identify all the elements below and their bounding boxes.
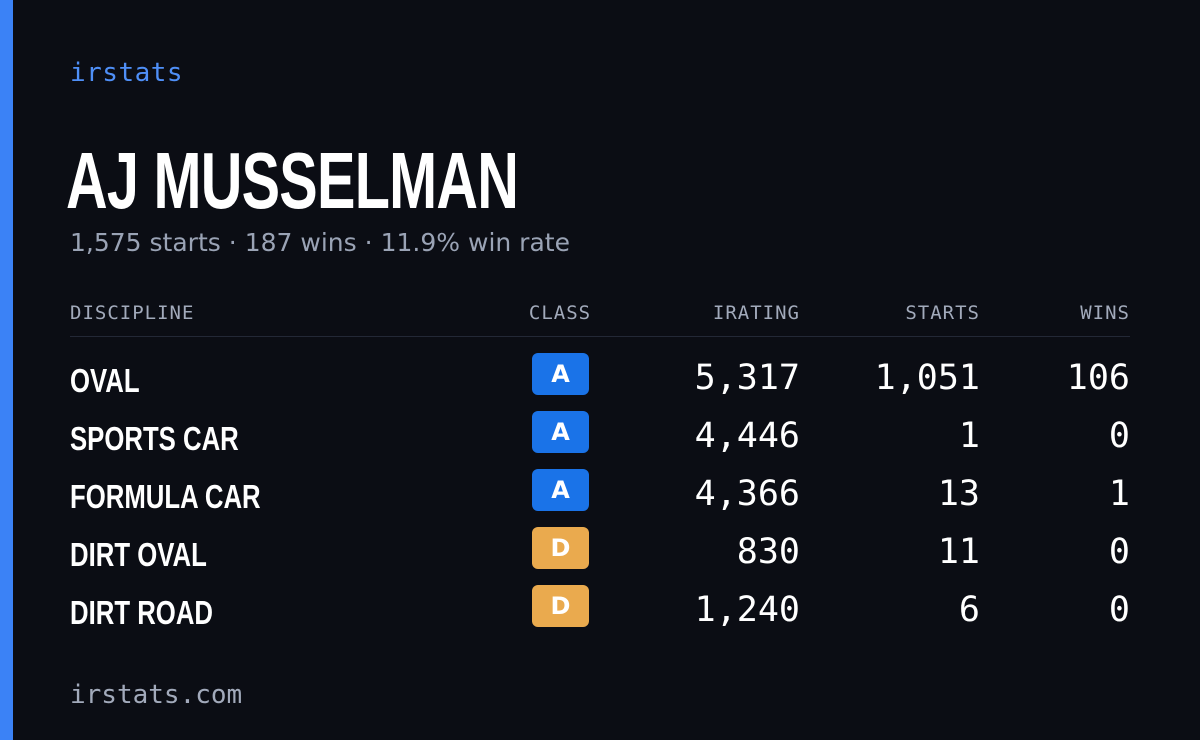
header-starts: STARTS [905, 302, 980, 324]
wins-value: 0 [1108, 532, 1130, 572]
class-badge: D [532, 527, 589, 569]
table-row: OVAL A 5,317 1,051 106 [70, 337, 1130, 399]
wins-value: 0 [1108, 416, 1130, 456]
irating-value: 5,317 [694, 358, 800, 398]
discipline-name: DIRT ROAD [70, 594, 213, 631]
irating-value: 830 [736, 532, 800, 572]
starts-value: 11 [937, 532, 980, 572]
discipline-name: OVAL [70, 362, 140, 399]
wins-value: 106 [1066, 358, 1130, 398]
table-row: DIRT ROAD D 1,240 6 0 [70, 569, 1130, 631]
class-badge: A [532, 411, 589, 453]
discipline-name: DIRT OVAL [70, 536, 207, 573]
win-rate: 11.9% win rate [380, 228, 570, 257]
stats-table: DISCIPLINE CLASS IRATING STARTS WINS OVA… [70, 300, 1130, 631]
total-wins: 187 wins [244, 228, 357, 257]
header-class: CLASS [528, 302, 592, 324]
footer-url[interactable]: irstats.com [70, 680, 243, 710]
wins-value: 0 [1108, 590, 1130, 630]
starts-value: 6 [958, 590, 980, 630]
total-starts: 1,575 starts [70, 228, 221, 257]
accent-bar [0, 0, 13, 740]
separator: · [364, 228, 373, 257]
starts-value: 1,051 [874, 358, 980, 398]
brand-logo[interactable]: irstats [70, 58, 184, 88]
header-discipline: DISCIPLINE [70, 302, 195, 324]
driver-name: AJ MUSSELMAN [66, 136, 519, 225]
discipline-name: SPORTS CAR [70, 420, 239, 457]
table-header: DISCIPLINE CLASS IRATING STARTS WINS [70, 300, 1130, 337]
class-badge: A [532, 469, 589, 511]
starts-value: 1 [958, 416, 980, 456]
irating-value: 4,446 [694, 416, 800, 456]
header-irating: IRATING [712, 302, 800, 324]
irating-value: 4,366 [694, 474, 800, 514]
class-badge: D [532, 585, 589, 627]
table-row: DIRT OVAL D 830 11 0 [70, 511, 1130, 573]
starts-value: 13 [937, 474, 980, 514]
header-wins: WINS [1080, 302, 1130, 324]
table-row: SPORTS CAR A 4,446 1 0 [70, 395, 1130, 457]
wins-value: 1 [1108, 474, 1130, 514]
driver-summary: 1,575 starts · 187 wins · 11.9% win rate [70, 228, 570, 257]
discipline-name: FORMULA CAR [70, 478, 261, 515]
class-badge: A [532, 353, 589, 395]
irating-value: 1,240 [694, 590, 800, 630]
table-row: FORMULA CAR A 4,366 13 1 [70, 453, 1130, 515]
separator: · [228, 228, 237, 257]
